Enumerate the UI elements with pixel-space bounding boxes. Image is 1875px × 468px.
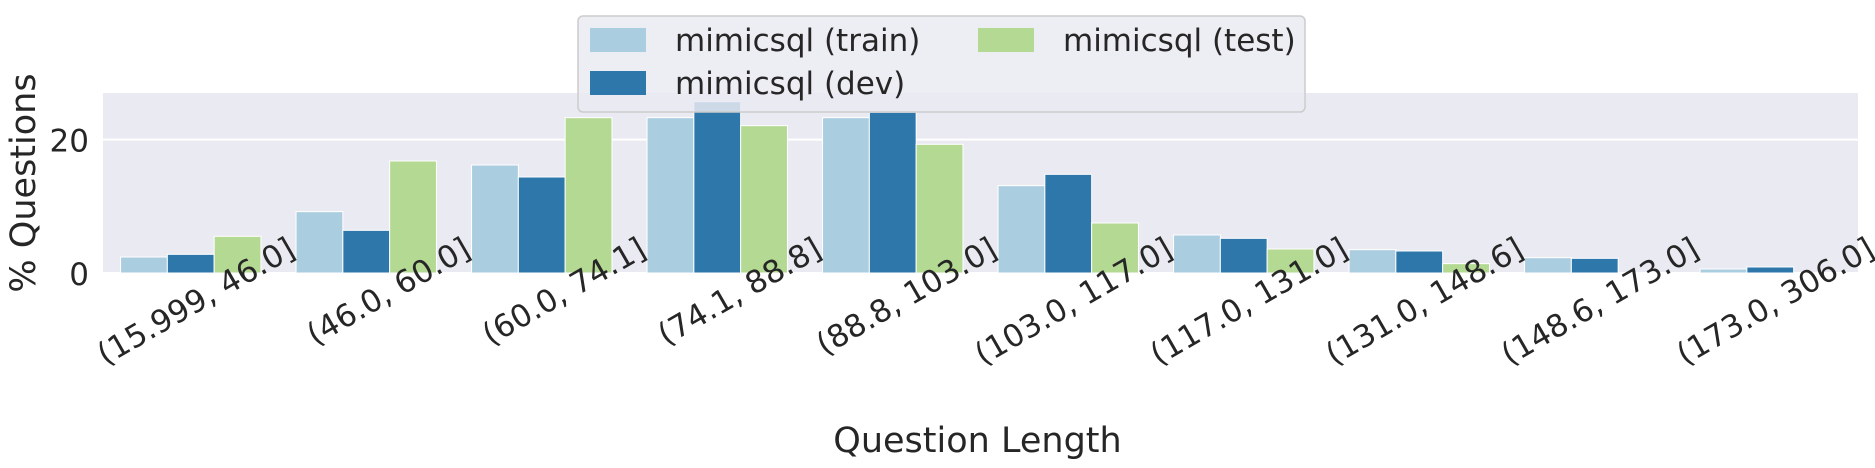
bar-series1-cat3 [693,101,742,274]
bar-series2-cat1 [389,160,437,274]
legend: mimicsql (train) mimicsql (dev) mimicsql (… [577,15,1306,113]
bar-series2-cat2 [564,117,613,274]
bar-series0-cat0 [120,256,168,274]
y-tick-label: 0 [69,257,89,293]
legend-swatch [590,71,646,95]
bar-series2-cat4 [915,143,964,274]
bar-series1-cat2 [517,176,566,274]
bar-series1-cat7 [1395,250,1444,274]
bar-series2-cat7 [1442,263,1490,274]
bar-series0-cat2 [471,164,519,274]
y-tick-label: 20 [50,124,89,160]
bars [120,101,1795,274]
bar-series0-cat1 [295,211,344,274]
legend-swatch [978,28,1034,52]
legend-box [577,15,1306,113]
bar-series1-cat1 [342,229,391,274]
bar-series0-cat8 [1524,257,1572,274]
bar-series2-cat3 [740,125,788,274]
bar-series0-cat5 [997,185,1046,274]
legend-label: mimicsql (dev) [675,66,905,102]
bar-series0-cat4 [822,117,870,274]
legend-label: mimicsql (test) [1063,23,1296,59]
bar-series2-cat5 [1091,222,1139,274]
bar-series1-cat5 [1044,173,1093,274]
bar-series1-cat6 [1219,237,1268,274]
bar-series0-cat3 [646,117,695,274]
bar-series1-cat8 [1570,257,1619,274]
bar-series2-cat0 [213,235,262,274]
bar-series0-cat7 [1348,249,1397,274]
legend-swatch [590,28,646,52]
bar-series2-cat6 [1266,248,1315,274]
bar-series0-cat9 [1699,268,1748,274]
bar-series0-cat6 [1173,234,1221,274]
bar-series1-cat9 [1746,266,1795,274]
bar-series1-cat4 [868,111,917,274]
y-tick-labels: 0 20 [50,124,89,293]
y-axis-label: % Questions [4,73,44,292]
bar-series1-cat0 [166,253,215,274]
legend-label: mimicsql (train) [675,23,920,59]
x-axis-label: Question Length [833,421,1121,461]
